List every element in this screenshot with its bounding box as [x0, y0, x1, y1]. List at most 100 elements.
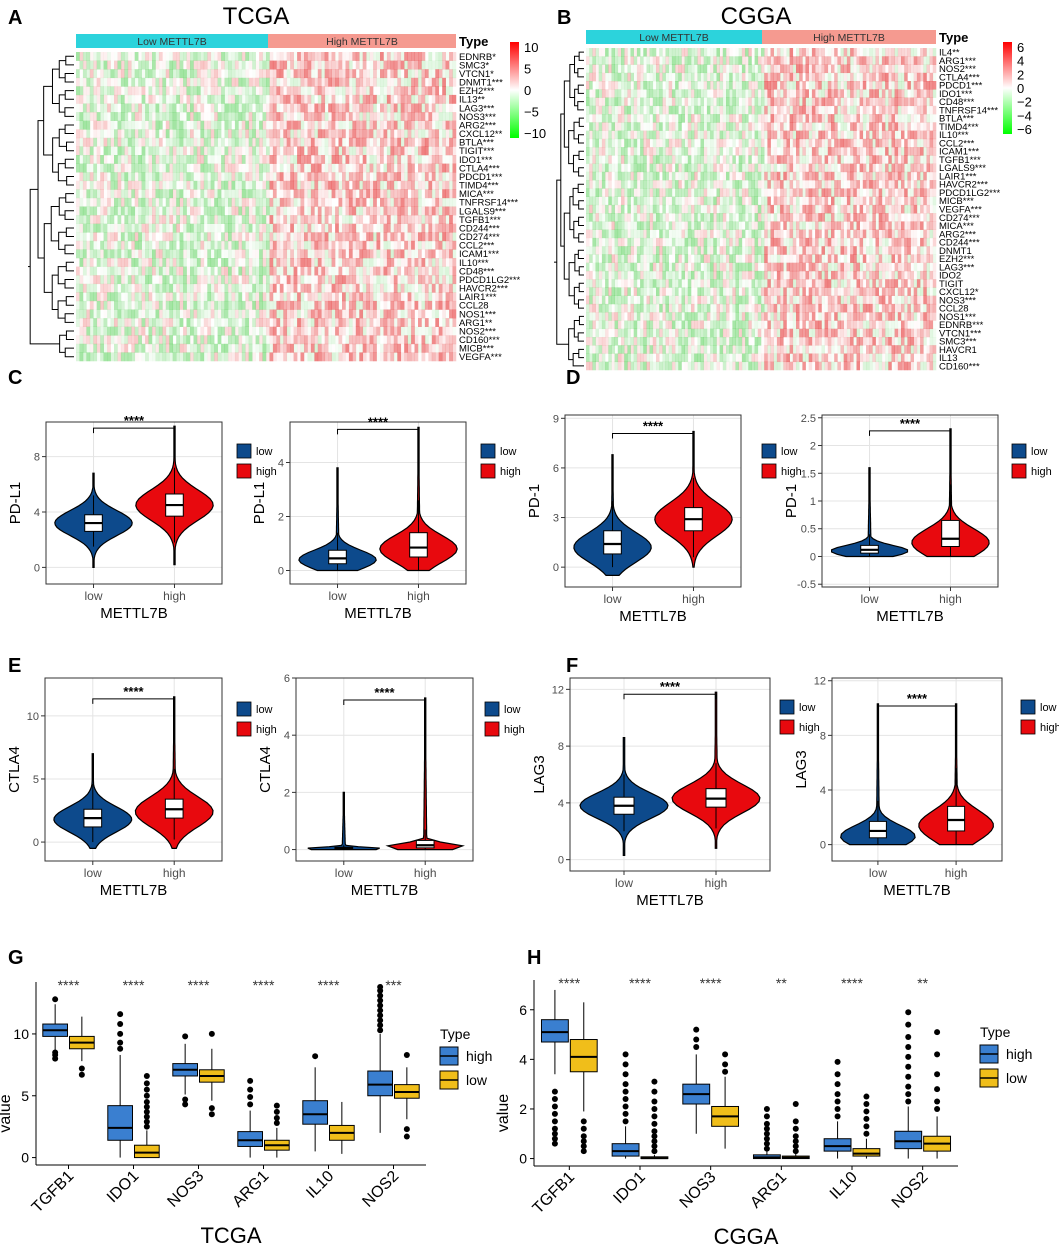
heat-cell [307, 232, 312, 242]
heat-cell [183, 215, 187, 224]
heat-cell [117, 300, 122, 310]
heat-cell [735, 64, 739, 74]
heat-cell [290, 283, 294, 293]
heat-cell [124, 77, 129, 87]
heat-cell [141, 189, 146, 199]
heat-cell [107, 189, 111, 199]
heat-cell [241, 215, 246, 224]
heat-cell [808, 56, 813, 65]
heat-cell [196, 266, 201, 276]
heat-cell [595, 64, 599, 74]
heat-cell [643, 97, 647, 107]
heat-cell [276, 292, 280, 301]
heat-cell [207, 335, 212, 345]
heat-cell [300, 77, 305, 87]
heat-cell [165, 318, 170, 327]
heat-cell [355, 309, 360, 319]
heat-cell [802, 73, 805, 82]
heat-cell [162, 189, 167, 199]
heat-cell [252, 146, 256, 156]
heat-cell [169, 318, 174, 327]
heat-cell [120, 155, 125, 164]
heat-cell [700, 48, 704, 57]
heat-cell [331, 266, 336, 276]
heat-cell [761, 89, 765, 98]
heat-cell [885, 89, 889, 98]
heat-cell [345, 103, 350, 113]
heat-cell [324, 343, 329, 353]
heat-cell [846, 64, 851, 74]
heat-cell [228, 318, 232, 327]
heat-cell [110, 155, 115, 164]
heat-cell [224, 197, 229, 207]
heat-cell [301, 172, 305, 181]
heat-cell [300, 129, 305, 139]
heat-cell [172, 129, 177, 139]
heat-cell [324, 223, 329, 233]
heat-cell [190, 275, 194, 285]
heat-cell [259, 335, 263, 345]
heat-cell [411, 163, 415, 173]
heat-cell [169, 77, 174, 87]
heat-cell [449, 326, 453, 336]
heat-cell [214, 258, 218, 267]
heat-cell [407, 197, 412, 207]
heat-cell [210, 172, 215, 182]
heat-cell [283, 300, 288, 310]
heat-cell [286, 103, 291, 113]
heat-cell [103, 69, 108, 79]
heat-cell [646, 97, 650, 107]
heat-cell [355, 120, 360, 130]
heat-cell [103, 112, 108, 121]
heat-cell [141, 60, 146, 70]
heat-cell [231, 292, 236, 302]
heat-cell [179, 275, 184, 285]
heat-cell [238, 318, 242, 327]
heat-cell [290, 189, 294, 198]
heat-cell [432, 52, 436, 61]
heat-cell [386, 103, 391, 113]
heat-cell [255, 318, 260, 327]
heat-cell [89, 163, 94, 173]
heat-cell [414, 352, 419, 362]
heat-cell [172, 86, 177, 96]
heat-cell [418, 266, 422, 276]
heat-cell [317, 86, 322, 96]
heat-cell [719, 97, 724, 107]
heat-cell [400, 180, 405, 190]
heat-cell [383, 206, 388, 216]
heat-cell [152, 223, 156, 233]
heat-cell [186, 292, 191, 302]
heat-cell [617, 89, 622, 98]
gene-label: MICA*** [459, 189, 494, 200]
heat-cell [438, 223, 443, 233]
heat-cell [345, 189, 350, 199]
heat-cell [362, 343, 367, 353]
heat-cell [656, 72, 660, 82]
heat-cell [252, 275, 256, 285]
heat-cell [100, 292, 104, 302]
heat-cell [280, 215, 284, 224]
heat-cell [107, 326, 111, 336]
heat-cell [82, 69, 87, 79]
heat-cell [331, 94, 336, 104]
heat-cell [231, 223, 236, 233]
heat-cell [435, 60, 440, 70]
heat-cell [310, 86, 315, 96]
heat-cell [79, 120, 84, 130]
heat-cell [293, 129, 298, 139]
heat-cell [214, 309, 218, 319]
heat-cell [843, 81, 848, 90]
heat-cell [407, 335, 412, 345]
heat-cell [875, 97, 879, 107]
heat-cell [304, 275, 308, 284]
heat-cell [445, 249, 450, 259]
heat-cell [421, 300, 426, 310]
heat-cell [210, 335, 215, 345]
heat-cell [314, 318, 319, 327]
heat-cell [259, 326, 263, 336]
heat-cell [276, 240, 281, 250]
heat-cell [352, 215, 356, 224]
heat-cell [404, 77, 408, 87]
heat-cell [383, 283, 388, 293]
